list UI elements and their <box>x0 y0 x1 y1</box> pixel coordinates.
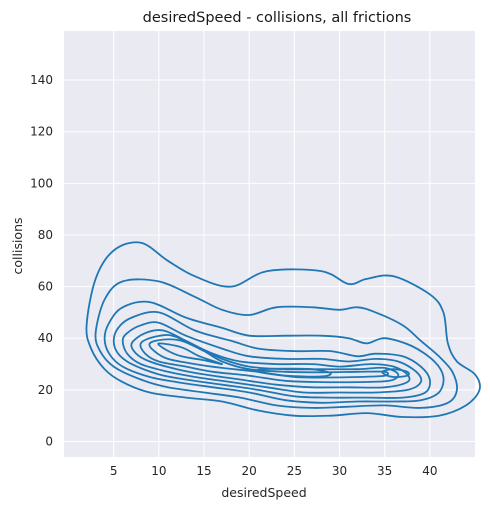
density-contour-line <box>94 278 458 409</box>
chart-title: desiredSpeed - collisions, all frictions <box>143 10 412 26</box>
y-tick-label: 100 <box>30 176 53 190</box>
density-contour-line <box>148 338 389 379</box>
y-tick-label: 140 <box>30 73 53 87</box>
y-tick-label: 40 <box>38 331 53 345</box>
y-tick-label: 120 <box>30 125 53 139</box>
x-tick-label: 35 <box>377 464 392 478</box>
y-tick-label: 20 <box>38 383 53 397</box>
y-axis-ticks: 0 20 40 60 80 100 120 140 <box>30 73 53 448</box>
density-contour-line <box>112 311 431 399</box>
y-axis-label: collisions <box>10 217 25 274</box>
density-contour-line <box>381 368 410 378</box>
x-tick-label: 20 <box>242 464 257 478</box>
density-contour-line <box>157 342 224 366</box>
density-contour-line <box>255 367 332 378</box>
x-axis-label: desiredSpeed <box>221 485 306 500</box>
y-tick-label: 80 <box>38 228 53 242</box>
density-contours <box>85 241 481 419</box>
density-contour-line <box>85 241 481 419</box>
y-tick-label: 0 <box>45 435 53 449</box>
x-tick-label: 5 <box>110 464 118 478</box>
density-contour-line <box>121 321 423 394</box>
x-tick-label: 40 <box>422 464 437 478</box>
y-tick-label: 60 <box>38 280 53 294</box>
x-axis-ticks: 5 10 15 20 25 30 35 40 <box>110 464 438 478</box>
x-tick-label: 15 <box>196 464 211 478</box>
x-tick-label: 30 <box>332 464 347 478</box>
density-contour-line <box>103 300 445 404</box>
x-tick-label: 10 <box>151 464 166 478</box>
x-tick-label: 25 <box>287 464 302 478</box>
